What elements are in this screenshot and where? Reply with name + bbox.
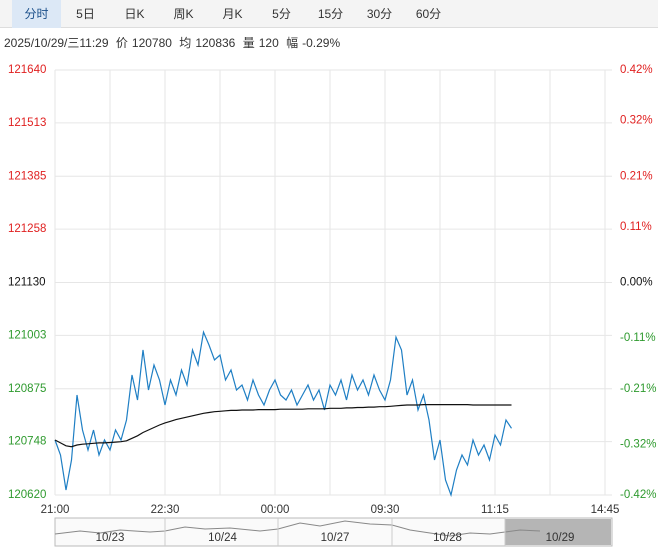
navigator-date: 10/28 bbox=[433, 532, 462, 544]
y-tick-label: 120748 bbox=[8, 436, 46, 448]
y2-tick-label: 0.32% bbox=[620, 115, 653, 127]
navigator-date: 10/23 bbox=[96, 532, 125, 544]
x-tick-label: 14:45 bbox=[591, 504, 620, 516]
x-tick-label: 22:30 bbox=[151, 504, 180, 516]
y2-tick-label: 0.11% bbox=[620, 221, 652, 233]
tab[interactable]: 30分 bbox=[366, 7, 393, 21]
change: -0.29% bbox=[302, 36, 341, 50]
y2-tick-label: 0.42% bbox=[620, 64, 653, 76]
y-tick-label: 120620 bbox=[8, 489, 46, 501]
info-line: 2025/10/29/三11:29 价 120780 均 120836 量 120 幅… bbox=[4, 34, 344, 51]
x-tick-label: 00:00 bbox=[261, 504, 290, 516]
navigator-window bbox=[505, 519, 611, 545]
navigator-date: 10/24 bbox=[208, 532, 237, 544]
tab[interactable]: 5分 bbox=[272, 7, 291, 21]
label: 量 bbox=[242, 36, 255, 50]
label: 价 bbox=[115, 36, 128, 50]
price: 120780 bbox=[131, 36, 172, 50]
y-tick-label: 121003 bbox=[8, 329, 46, 341]
tab[interactable]: 周K bbox=[173, 7, 194, 21]
y-tick-label: 121130 bbox=[8, 277, 46, 289]
price-line bbox=[54, 329, 513, 498]
tab[interactable]: 60分 bbox=[415, 7, 442, 21]
label: 均 bbox=[179, 36, 192, 50]
tab[interactable]: 分时 bbox=[12, 0, 61, 28]
avg: 120836 bbox=[195, 36, 236, 50]
tab[interactable]: 5日 bbox=[76, 7, 95, 21]
y2-tick-label: -0.32% bbox=[620, 438, 656, 450]
y-tick-label: 120875 bbox=[8, 383, 46, 395]
y-tick-label: 121513 bbox=[8, 117, 46, 129]
x-tick-label: 11:15 bbox=[481, 504, 509, 516]
volume: 120 bbox=[258, 36, 279, 50]
tab[interactable]: 日K bbox=[124, 7, 145, 21]
y2-tick-label: -0.11% bbox=[620, 332, 656, 344]
y-tick-label: 121258 bbox=[8, 223, 46, 235]
x-tick-label: 09:30 bbox=[371, 504, 400, 516]
tab[interactable]: 15分 bbox=[317, 7, 344, 21]
datetime: 2025/10/29/三11:29 bbox=[4, 36, 109, 50]
x-tick-label: 21:00 bbox=[41, 504, 70, 516]
tab[interactable]: 月K bbox=[222, 7, 243, 21]
price-line bbox=[54, 404, 512, 448]
y2-tick-label: -0.42% bbox=[620, 489, 656, 501]
navigator-line bbox=[54, 520, 541, 537]
navigator-date: 10/29 bbox=[546, 532, 575, 544]
tab-bar: 分时 5日 日K 周K 月K 5分 15分 30分 60分 bbox=[0, 0, 658, 28]
y2-tick-label: 0.21% bbox=[620, 170, 653, 182]
navigator-date: 10/27 bbox=[321, 532, 350, 544]
label: 幅 bbox=[286, 36, 299, 50]
y-tick-label: 121385 bbox=[8, 170, 46, 182]
y-tick-label: 121640 bbox=[8, 64, 46, 76]
y2-tick-label: 0.00% bbox=[620, 277, 653, 289]
y2-tick-label: -0.21% bbox=[620, 383, 656, 395]
